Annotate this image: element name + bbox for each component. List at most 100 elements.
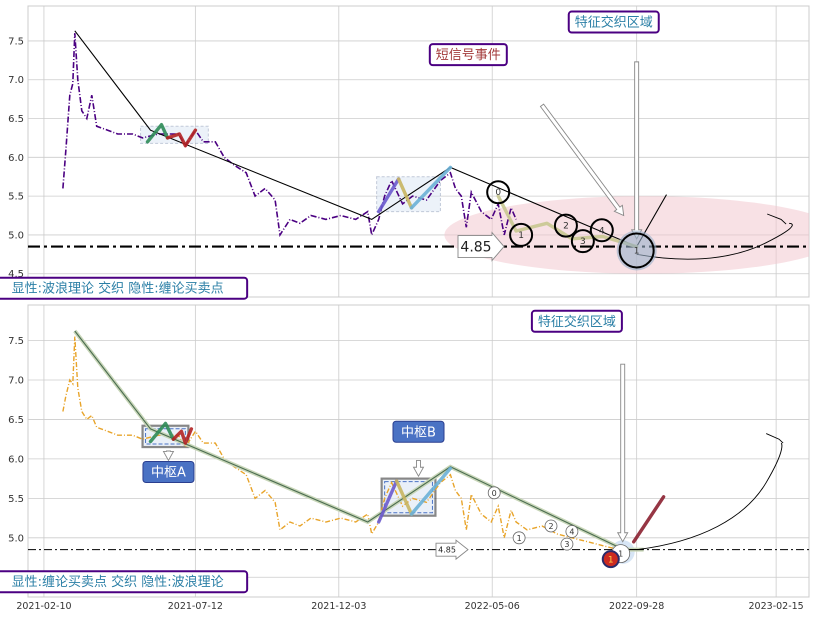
bottom-annotation: 显性:缠论买卖点 交织 隐性:波浪理论 [0, 570, 249, 594]
bottom-support-tag: 4.85 [435, 539, 469, 561]
x-tick-label: 2022-05-06 [465, 601, 520, 612]
top-point-circle [570, 229, 595, 254]
top-highlight-stroke [377, 177, 401, 214]
bottom-point-label: 1 [517, 534, 522, 543]
bottom-annotation-arrow [412, 460, 425, 478]
top-y-tick-label: 5.5 [8, 192, 24, 203]
bottom-annotation-arrow [616, 363, 629, 543]
top-annotation-text: 特征交织区域 [575, 15, 653, 31]
bottom-highlight-stroke [148, 421, 176, 444]
top-point-label: 0 [495, 188, 501, 198]
top-point-label: 2 [563, 222, 569, 232]
top-support-tag: 4.85 [457, 231, 505, 262]
bottom-y-tick-label: 7.5 [8, 336, 24, 347]
bottom-arrow-shape [162, 450, 175, 462]
bottom-annotation-text: 中枢A [151, 466, 186, 481]
top-y-tick-label: 7.0 [8, 75, 24, 86]
top-plot-content: 0 1 2 3 4 1 4.85 [28, 30, 809, 274]
bottom-y-tick-label: 5.5 [8, 494, 24, 505]
bottom-highlight-stroke [409, 466, 453, 516]
bottom-point-circle [560, 537, 574, 551]
top-highlight-stroke [145, 122, 170, 144]
top-annotation-box [567, 10, 660, 34]
bottom-y-tick-label: 6.0 [8, 454, 24, 465]
bottom-highlight-stroke [171, 427, 194, 445]
bottom-y-tick-label: 5.0 [8, 533, 24, 544]
bottom-annotation-text: 中枢B [401, 425, 436, 440]
bottom-zhongshu-inner [384, 481, 433, 514]
top-panel: 4.5 5.0 5.5 6.0 6.5 7.0 7.5 0 1 2 3 4 1 4.85 特征交织区域短信号… [0, 5, 810, 300]
bottom-highlight-stroke [394, 479, 414, 516]
bottom-wave-line [74, 330, 624, 551]
bottom-annotation-box [392, 420, 445, 443]
bottom-support-tag-shape [435, 539, 469, 561]
top-point-label: 4 [599, 226, 605, 236]
top-point-label: 3 [580, 237, 586, 247]
bottom-annotation: 中枢B [392, 420, 445, 443]
top-highlight-stroke [409, 165, 453, 210]
top-highlight-stroke [396, 177, 414, 210]
bottom-annotation-arrow [162, 450, 175, 462]
bottom-point-circle [487, 486, 501, 500]
top-annotation: 特征交织区域 [567, 10, 660, 34]
bottom-projection-hook [766, 433, 784, 444]
top-support-label: 4.85 [460, 240, 491, 256]
bottom-arrow-shape [616, 363, 629, 543]
top-arrow-shape [539, 103, 625, 217]
bottom-y-tick-label: 6.5 [8, 415, 24, 426]
top-point-halo [616, 230, 657, 271]
bottom-plot-area [27, 304, 810, 598]
top-point-circle [589, 218, 614, 243]
bottom-point-circle [565, 525, 579, 538]
top-support-tag-shape [457, 231, 505, 262]
bottom-support-label: 4.85 [438, 546, 456, 555]
top-annotation-text: 显性:波浪理论 交织 隐性:缠论买卖点 [12, 281, 224, 297]
top-highlight-stroke [165, 128, 198, 148]
bottom-point-circle [544, 519, 558, 533]
top-y-tick-label: 7.5 [8, 36, 24, 47]
top-annotation-text: 短信号事件 [436, 48, 501, 63]
top-annotation-box [428, 43, 508, 67]
bottom-highlight-stroke [377, 479, 399, 524]
bottom-annotation-text: 显性:缠论买卖点 交织 隐性:波浪理论 [12, 574, 224, 590]
bottom-point-circle [512, 531, 526, 545]
top-point-circle [509, 222, 534, 247]
top-point-label: 1 [634, 246, 640, 256]
bottom-buy-marker [601, 550, 620, 569]
top-annotation: 短信号事件 [428, 43, 508, 67]
bottom-annotation-box [142, 461, 195, 484]
bottom-point-label: 0 [492, 489, 497, 498]
bottom-point-label: 3 [564, 540, 569, 549]
top-y-tick-label: 4.5 [8, 269, 24, 280]
top-annotation: 显性:波浪理论 交织 隐性:缠论买卖点 [0, 276, 249, 300]
bottom-buy-marker-label: 1 [608, 556, 614, 566]
x-tick-label: 2021-07-12 [168, 601, 223, 612]
top-projection-curve [636, 222, 793, 260]
bottom-point-label: 2 [548, 522, 553, 531]
top-y-tick-label: 6.5 [8, 114, 24, 125]
bottom-annotation-box [530, 309, 623, 333]
top-point-label: 1 [518, 231, 524, 241]
top-point-circle [618, 232, 655, 269]
bottom-panel: 4.55.05.56.06.57.07.501234114.85特征交织区域中枢… [0, 304, 810, 598]
x-tick-label: 2022-09-28 [609, 601, 664, 612]
bottom-y-tick-label: 7.0 [8, 375, 24, 386]
top-annotation-arrow [539, 103, 625, 217]
x-axis: 2021-02-10 2021-07-12 2021-12-03 2022-05-06… [16, 601, 803, 612]
bottom-point-label: 1 [618, 550, 623, 559]
bottom-zhongshu-inner [145, 428, 186, 445]
x-tick-label: 2021-02-10 [16, 601, 71, 612]
top-projection-hook [767, 213, 787, 225]
top-y-tick-label: 6.0 [8, 153, 24, 164]
bottom-arrow-shape [412, 460, 425, 478]
x-tick-label: 2021-12-03 [311, 601, 366, 612]
bottom-annotation-text: 特征交织区域 [538, 314, 616, 330]
top-point-circle [486, 180, 511, 205]
top-y-tick-label: 5.0 [8, 230, 24, 241]
bottom-annotation: 特征交织区域 [530, 309, 623, 333]
bottom-highlight-stroke [632, 495, 666, 544]
bottom-projection-curve [636, 442, 783, 551]
bottom-annotation-box [0, 570, 249, 594]
